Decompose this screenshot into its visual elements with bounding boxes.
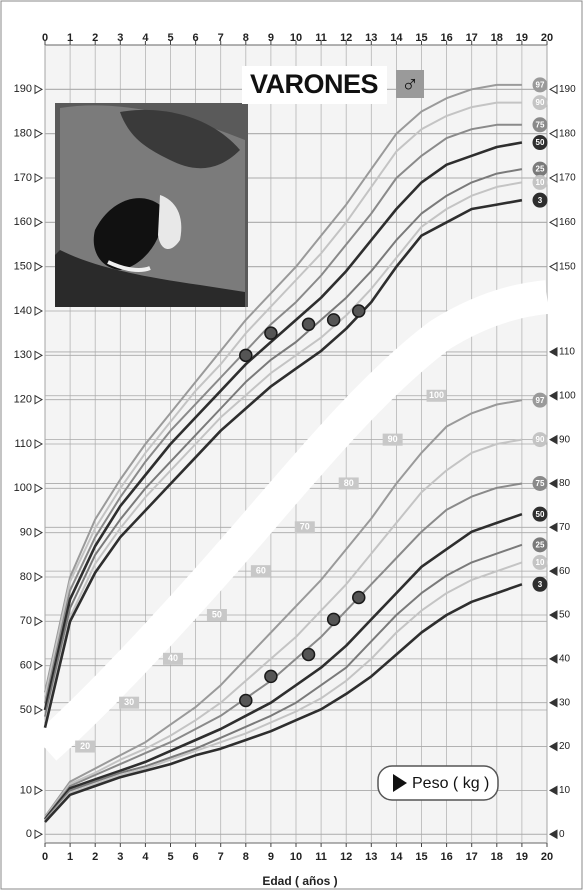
legend-label: 97 — [536, 396, 545, 405]
x-tick-label: 18 — [491, 851, 503, 863]
y2-tick-label: 110 — [559, 347, 575, 358]
x-tick-label: 17 — [466, 851, 478, 863]
diagonal-tick-label: 90 — [388, 434, 398, 444]
y2-tick-label: 180 — [559, 128, 576, 139]
x-tick-label: 7 — [218, 851, 224, 863]
y2-tick-label: 30 — [559, 697, 571, 708]
page: {"chart_data": [ {"type": "line", "title… — [0, 0, 583, 890]
patient-point — [240, 695, 252, 707]
patient-point — [303, 318, 315, 330]
legend-label: 25 — [536, 165, 545, 174]
diagonal-tick-label: 80 — [344, 478, 354, 488]
y-tick-label: 70 — [20, 615, 32, 627]
y-tick-label: 10 — [20, 784, 32, 796]
y-tick-label: 130 — [14, 349, 32, 361]
y-tick-label: 50 — [20, 704, 32, 716]
y2-tick-label: 0 — [559, 829, 565, 840]
y2-tick-label: 60 — [559, 566, 571, 577]
y2-tick-label: 160 — [559, 217, 576, 228]
y-tick-label: 170 — [14, 172, 32, 184]
y2-tick-label: 50 — [559, 610, 571, 621]
x-tick-label: 8 — [243, 851, 249, 863]
legend-label: 3 — [538, 196, 543, 205]
y2-tick-label: 100 — [559, 390, 576, 401]
patient-point — [265, 670, 277, 682]
diagonal-tick-label: 60 — [256, 566, 266, 576]
weight-axis-label: Peso ( kg ) — [412, 775, 489, 792]
x-tick-label: 12 — [340, 851, 352, 863]
x-tick-label: 20 — [541, 851, 553, 863]
y-tick-label: 160 — [14, 216, 32, 228]
patient-point — [353, 591, 365, 603]
y2-tick-label: 170 — [559, 173, 576, 184]
y-tick-label: 150 — [14, 261, 32, 273]
y2-tick-label: 20 — [559, 741, 571, 752]
x-tick-label: 14 — [390, 851, 403, 863]
x-tick-label: 3 — [117, 851, 123, 863]
x-tick-label: 5 — [167, 851, 173, 863]
y-tick-label: 180 — [14, 128, 32, 140]
patient-point — [353, 305, 365, 317]
legend-label: 97 — [536, 81, 545, 90]
chart-title: VARONES — [250, 69, 378, 99]
legend-label: 50 — [536, 510, 545, 519]
patient-point — [303, 648, 315, 660]
patient-point — [328, 314, 340, 326]
y-tick-label: 110 — [14, 438, 32, 450]
legend-label: 10 — [536, 178, 545, 187]
x-tick-label: 15 — [415, 851, 427, 863]
legend-label: 10 — [536, 558, 545, 567]
legend-label: 90 — [536, 435, 545, 444]
x-tick-label: 16 — [440, 851, 452, 863]
x-tick-label: 9 — [268, 851, 274, 863]
y2-tick-label: 90 — [559, 434, 571, 445]
mri-inset — [55, 103, 248, 307]
x-axis-label: Edad ( años ) — [262, 874, 337, 888]
diagonal-tick-label: 30 — [124, 697, 134, 707]
y-tick-label: 100 — [14, 482, 32, 494]
legend-label: 90 — [536, 98, 545, 107]
diagonal-tick-label: 40 — [168, 653, 178, 663]
legend-label: 75 — [536, 120, 545, 129]
diagonal-tick-label: 50 — [212, 609, 222, 619]
y-tick-label: 60 — [20, 660, 32, 672]
x-tick-label: 6 — [193, 851, 199, 863]
legend-label: 3 — [538, 580, 543, 589]
y-tick-label: 190 — [14, 83, 32, 95]
diagonal-tick-label: 70 — [300, 522, 310, 532]
patient-point — [328, 613, 340, 625]
x-tick-label: 4 — [142, 851, 149, 863]
x-tick-label: 2 — [92, 851, 98, 863]
y2-tick-label: 70 — [559, 522, 571, 533]
growth-chart: 2030405060708090100 97907550251039790755… — [0, 0, 583, 890]
x-tick-label: 0 — [42, 851, 48, 863]
x-tick-label: 10 — [290, 851, 302, 863]
y2-tick-label: 10 — [559, 785, 571, 796]
legend-label: 25 — [536, 540, 545, 549]
y-tick-label: 0 — [26, 828, 32, 840]
patient-point — [265, 327, 277, 339]
x-tick-label: 19 — [516, 851, 528, 863]
patient-point — [240, 349, 252, 361]
y2-tick-label: 80 — [559, 478, 571, 489]
y-tick-label: 90 — [20, 527, 32, 539]
diagonal-tick-label: 20 — [80, 741, 90, 751]
legend-label: 50 — [536, 138, 545, 147]
y-tick-label: 80 — [20, 571, 32, 583]
y-tick-label: 140 — [14, 305, 32, 317]
x-tick-label: 1 — [67, 851, 73, 863]
legend-label: 75 — [536, 479, 545, 488]
x-tick-label: 11 — [315, 851, 327, 863]
y2-tick-label: 40 — [559, 653, 571, 664]
title-symbol: ♂ — [401, 70, 419, 97]
diagonal-tick-label: 100 — [429, 390, 444, 400]
y-tick-label: 120 — [14, 394, 32, 406]
y2-tick-label: 190 — [559, 84, 576, 95]
x-tick-label: 13 — [365, 851, 377, 863]
y2-tick-label: 150 — [559, 261, 576, 272]
